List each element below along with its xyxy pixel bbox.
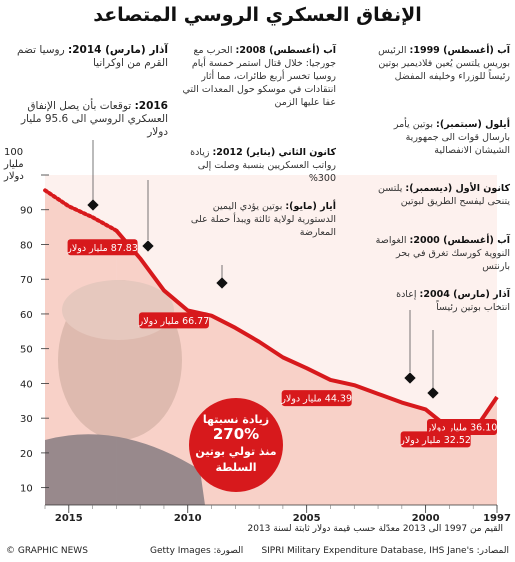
annotation: 2016: توقعات بأن يصل الإنفاق العسكري الر…: [8, 100, 168, 139]
value-label: 87.83 مليار دولار: [66, 243, 138, 254]
credit: © GRAPHIC NEWS: [6, 546, 88, 556]
value-label-box: [281, 390, 352, 407]
annotation: آذار (مارس) 2004: إعادة انتخاب بوتين رئي…: [375, 288, 510, 314]
y-tick-label: 100 مليار دولار: [3, 147, 24, 182]
event-markers: [87, 199, 439, 399]
annotation-heading: آذار (مارس) 2014:: [68, 44, 168, 56]
annotation-heading: أيلول (سبتمبر):: [436, 119, 510, 130]
y-tick-label: 20: [20, 449, 33, 460]
annotation-heading: كانون الأول (ديسمبر):: [405, 183, 510, 194]
value-label-box: [67, 239, 138, 256]
annotation-heading: كانون الثاني (يناير) 2012:: [212, 147, 336, 158]
annotation-text: الغواصة النووية كورسك تغرق في بحر بارنتس: [375, 235, 510, 272]
y-tick-label-line: دولار: [3, 171, 24, 182]
annotation: كانون الثاني (يناير) 2012: زيادة رواتب ا…: [176, 146, 336, 185]
x-tick-label: 2010: [174, 513, 202, 524]
y-tick-label: 70: [20, 275, 33, 286]
annotation-text: يلتسن يتنحى ليفسح الطريق لبوتين: [378, 183, 510, 207]
annotation: كانون الأول (ديسمبر): يلتسن يتنحى ليفسح …: [375, 182, 510, 208]
y-tick-label: 90: [20, 206, 33, 217]
annotation: أيار (مايو): بوتين يؤدي اليمين الدستورية…: [176, 200, 336, 239]
x-tick-label: 2015: [55, 513, 83, 524]
annotation: آب (أغسطس) 2008: الحرب مع جورجيا: خلال ق…: [176, 44, 336, 109]
value-label: 66.77 مليار دولار: [138, 316, 210, 327]
sources: المصادر: SIPRI Military Expenditure Data…: [261, 546, 509, 556]
annotation-heading: 2016:: [134, 100, 168, 112]
callout-text: 270%: [213, 425, 259, 443]
value-label: 44.39 مليار دولار: [280, 394, 352, 405]
value-label-box: [400, 431, 471, 448]
y-tick-label: 40: [20, 379, 33, 390]
leader-lines: [92, 140, 434, 388]
callout-circle: [189, 398, 283, 492]
annotation-heading: آب (أغسطس) 1999:: [409, 45, 510, 56]
annotation-text: بوتين يأمر بارسال قوات الى جمهورية الشيش…: [393, 119, 510, 156]
value-label: 36.10 مليار دولار: [426, 422, 498, 433]
y-tick-label: 10: [20, 484, 33, 495]
annotation-text: الحرب مع جورجيا: خلال قتال استمر خمسة أي…: [182, 45, 336, 108]
x-tick-label: 2000: [412, 513, 440, 524]
x-tick-label: 2005: [293, 513, 321, 524]
value-label-box: [427, 418, 497, 435]
value-label-box: [138, 312, 209, 329]
annotation-text: زيادة رواتب العسكريين بنسبة وصلت إلى 300…: [190, 147, 336, 184]
y-tick-label: 60: [20, 310, 33, 321]
line: [43, 188, 119, 233]
y-tick-label: 50: [20, 345, 33, 356]
annotation-text: إعادة انتخاب بوتين رئيساً: [396, 289, 510, 313]
value-label: 32.52 مليار دولار: [399, 435, 471, 446]
photo-credit: الصورة: Getty Images: [150, 546, 244, 556]
annotation-text: الرئيس بوريس يلتسن يُعين فلاديمير بوتين …: [378, 45, 510, 82]
annotation-text: بوتين يؤدي اليمين الدستورية لولاية ثالثة…: [190, 201, 336, 238]
callout-text: منذ تولي بوتين: [195, 445, 276, 458]
annotation: آذار (مارس) 2014: روسيا تضم القرم من اوك…: [8, 44, 168, 70]
annotation: أيلول (سبتمبر): بوتين يأمر بارسال قوات ا…: [375, 118, 510, 157]
annotation-heading: أيار (مايو):: [285, 201, 336, 212]
chart-title: الإنفاق العسكري الروسي المتصاعد: [93, 4, 422, 26]
y-tick-label: 30: [20, 414, 33, 425]
callout-text: السلطة: [216, 461, 257, 474]
annotation-text: توقعات بأن يصل الإنفاق العسكري الروسي ال…: [20, 100, 168, 138]
y-tick-label-line: مليار: [3, 159, 24, 170]
annotation-heading: آب (أغسطس) 2008:: [235, 45, 336, 56]
x-tick-label: 1997: [483, 513, 511, 524]
annotation-heading: آب (أغسطس) 2000:: [409, 235, 510, 246]
footnote: القيم من 1997 الى 2013 معدّلة حسب قيمة د…: [247, 524, 504, 534]
annotation-text: روسيا تضم القرم من اوكرانيا: [17, 44, 168, 69]
y-tick-label: 80: [20, 240, 33, 251]
y-tick-label-line: 100: [4, 147, 23, 158]
line: [114, 229, 499, 435]
callout-text: زيادة نسبتها: [203, 413, 269, 426]
annotation: آب (أغسطس) 2000: الغواصة النووية كورسك ت…: [375, 234, 510, 273]
annotation: آب (أغسطس) 1999: الرئيس بوريس يلتسن يُعي…: [375, 44, 510, 83]
annotation-heading: آذار (مارس) 2004:: [419, 289, 510, 300]
